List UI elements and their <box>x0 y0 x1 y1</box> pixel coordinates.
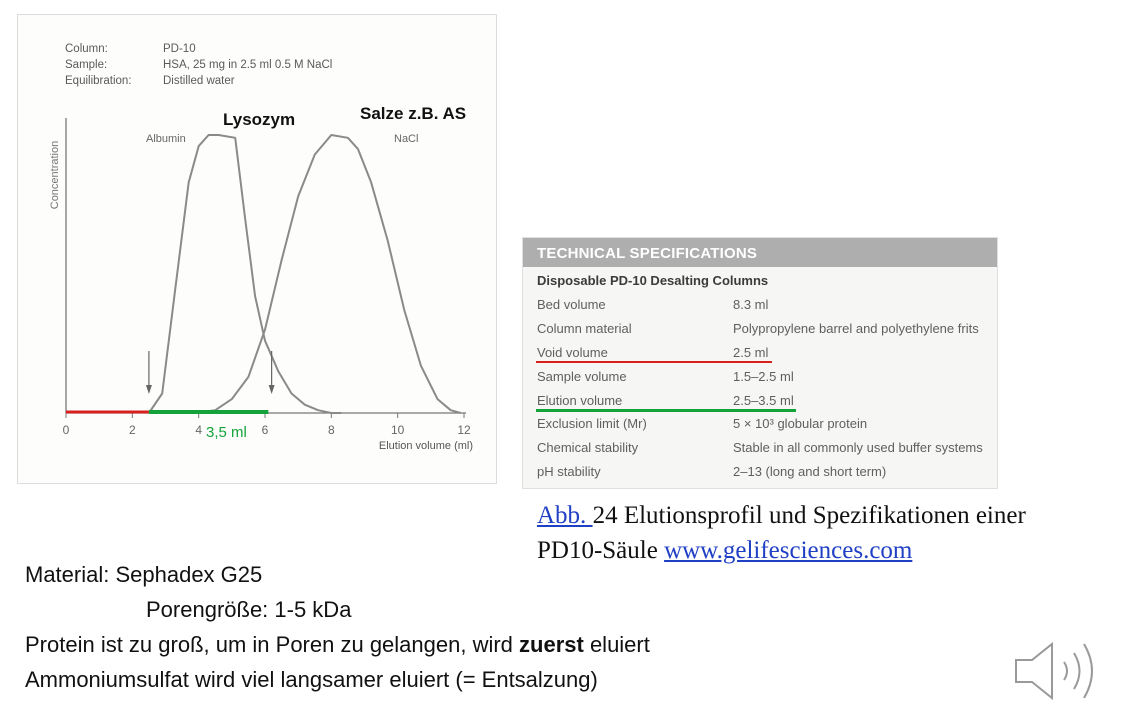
series-line-nacl <box>191 134 461 414</box>
spec-key: Exclusion limit (Mr) <box>537 416 647 432</box>
x-tick-label: 2 <box>129 423 136 437</box>
marker-arrow-head <box>145 385 152 394</box>
salze-label: Salze z.B. AS <box>360 104 466 123</box>
spec-key: pH stability <box>537 464 601 480</box>
spec-value: 2.5 ml <box>733 344 769 360</box>
spec-row: Column material Polypropylene barrel and … <box>523 317 997 341</box>
x-tick-label: 8 <box>328 423 335 437</box>
note-protein: Protein ist zu groß, um in Poren zu gela… <box>25 632 650 657</box>
spec-subheader: Disposable PD-10 Desalting Columns <box>537 273 769 288</box>
elution-chart: 0 2 4 6 8 10 12 Elution volume (ml) Concentratio… <box>49 104 473 452</box>
spec-value: Polypropylene barrel and polyethylene fr… <box>733 320 979 336</box>
spec-key: Elution volume <box>537 392 623 408</box>
chart-meta-value: HSA, 25 mg in 2.5 ml 0.5 M NaCl <box>163 59 333 71</box>
x-axis-label: Elution volume (ml) <box>379 440 473 452</box>
note-ammonium: Ammoniumsulfat wird viel langsamer eluie… <box>25 667 598 692</box>
technical-specifications: TECHNICAL SPECIFICATIONS Disposable PD-1… <box>522 237 998 489</box>
speaker-icon[interactable] <box>1012 640 1108 707</box>
x-tick-label: 4 <box>195 423 202 437</box>
caption-link-abb[interactable]: Abb. <box>537 502 593 529</box>
chart-meta-value: Distilled water <box>163 75 235 87</box>
spec-value: 2.5–3.5 ml <box>733 392 794 408</box>
chart-meta-key: Sample: <box>65 59 108 71</box>
spec-rows: Bed volume 8.3 ml Column material Polypropy… <box>523 293 997 484</box>
spec-header: TECHNICAL SPECIFICATIONS <box>523 238 997 267</box>
note-pore-size: Porengröße: 1-5 kDa <box>146 597 352 622</box>
marker-arrow-head <box>268 385 275 394</box>
spec-key: Bed volume <box>537 297 606 312</box>
spec-row: Chemical stability Stable in all commonly… <box>523 436 997 460</box>
chart-meta-row: Column: PD-10 <box>65 41 332 57</box>
chart-meta-row: Sample: HSA, 25 mg in 2.5 ml 0.5 M NaCl <box>65 57 332 73</box>
spec-row: pH stability 2–13 (long and short term) <box>523 460 997 484</box>
nacl-label: NaCl <box>394 133 418 145</box>
spec-key: Chemical stability <box>537 440 639 456</box>
chart-meta-key: Equilibration: <box>65 75 132 87</box>
elution-chart-panel: 0 2 4 6 8 10 12 Elution volume (ml) Concentratio… <box>17 14 497 484</box>
figure-caption: Abb. 24 Elutionsprofil und Spezifikation… <box>537 498 1097 568</box>
lysozym-label: Lysozym <box>223 110 295 129</box>
spec-value: 5 × 10³ globular protein <box>733 416 868 432</box>
spec-value: 1.5–2.5 ml <box>733 368 794 384</box>
note-material: Material: Sephadex G25 <box>25 562 263 587</box>
spec-value: 8.3 ml <box>733 297 769 312</box>
spec-key: Column material <box>537 320 632 336</box>
chart-meta-key: Column: <box>65 43 108 55</box>
spec-row: Sample volume 1.5–2.5 ml <box>523 365 997 389</box>
spec-row: Exclusion limit (Mr) 5 × 10³ globular pro… <box>523 412 997 436</box>
spec-row: Bed volume 8.3 ml <box>523 293 997 317</box>
caption-text: 24 Elutionsprofil und Spezifikationen ei… <box>537 502 1026 564</box>
void-volume-underline <box>536 360 772 363</box>
spec-key: Void volume <box>537 344 608 360</box>
spec-row: Void volume 2.5 ml <box>523 341 997 365</box>
caption-link-website[interactable]: www.gelifesciences.com <box>664 537 913 564</box>
elution-volume-underline <box>536 408 796 412</box>
chart-meta-value: PD-10 <box>163 43 196 55</box>
y-axis-label: Concentration <box>49 141 61 210</box>
spec-row: Elution volume 2.5–3.5 ml <box>523 389 997 413</box>
note-protein-bold: zuerst <box>519 632 584 657</box>
spec-value: 2–13 (long and short term) <box>733 464 887 480</box>
chart-meta: Column: PD-10 Sample: HSA, 25 mg in 2.5 ml … <box>65 41 332 89</box>
notes-text: Material: Sephadex G25 Porengröße: 1-5 k… <box>25 557 650 697</box>
elution-volume-label: 3,5 ml <box>206 424 247 441</box>
chart-meta-row: Equilibration: Distilled water <box>65 73 332 89</box>
x-tick-label: 0 <box>63 423 70 437</box>
albumin-label: Albumin <box>146 133 186 145</box>
spec-key: Sample volume <box>537 368 627 384</box>
x-tick-label: 10 <box>391 423 405 437</box>
x-tick-label: 6 <box>262 423 269 437</box>
spec-value: Stable in all commonly used buffer syste… <box>733 440 983 456</box>
x-tick-label: 12 <box>457 423 471 437</box>
series-line-albumin <box>148 134 342 414</box>
